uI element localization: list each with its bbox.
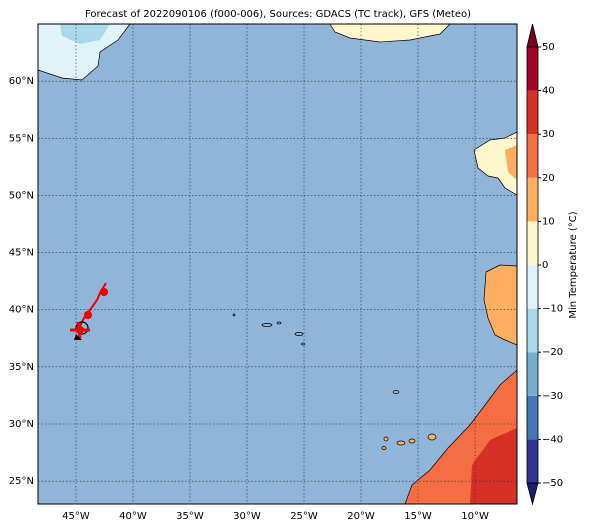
azores: [232, 313, 400, 394]
colorbar-tick-label: 10: [542, 216, 555, 227]
colorbar-band: [527, 177, 538, 222]
colorbar-band: [527, 90, 538, 135]
y-tick-label: 55°N: [9, 133, 34, 144]
greenland-cold: [60, 24, 110, 44]
colorbar-band: [527, 395, 538, 440]
colorbar-tick-label: −20: [542, 347, 563, 358]
y-tick-label: 45°N: [9, 248, 34, 259]
colorbar-band: [527, 134, 538, 178]
ocean: [38, 24, 517, 504]
colorbar-under: [526, 482, 539, 506]
x-tick-label: 40°W: [119, 511, 147, 522]
grid: [38, 24, 517, 504]
x-tick-label: 45°W: [62, 511, 90, 522]
x-tick-label: 20°W: [347, 511, 375, 522]
map-title: Forecast of 2022090106 (f000-006), Sourc…: [85, 9, 471, 20]
y-tick-label: 50°N: [9, 190, 34, 201]
greenland: [37, 23, 131, 81]
colorbar-tick-label: −40: [542, 434, 563, 445]
colorbar-tick-label: 40: [542, 86, 555, 97]
colorbar-band: [527, 439, 538, 483]
colorbar-tick-label: 0: [542, 260, 548, 271]
colorbar-tick-label: 30: [542, 129, 555, 140]
x-tick-label: 30°W: [233, 511, 261, 522]
y-tick-label: 30°N: [9, 419, 34, 430]
x-tick-label: 25°W: [290, 511, 318, 522]
canary-islands: [381, 433, 437, 450]
colorbar-tick-label: −50: [542, 478, 563, 489]
colorbar-band: [527, 47, 538, 91]
iberia: [483, 264, 518, 346]
colorbar-tick-label: −30: [542, 391, 563, 402]
y-tick-label: 60°N: [9, 76, 34, 87]
colorbar-over: [526, 23, 539, 48]
colorbar-tick-label: 20: [542, 173, 555, 184]
y-tick-label: 40°N: [9, 305, 34, 316]
map-frame: [37, 23, 518, 505]
colorbar-band: [527, 265, 538, 309]
colorbar-band: [527, 221, 538, 265]
y-tick-label: 35°N: [9, 362, 34, 373]
ireland-uk: [473, 131, 518, 196]
africa-hot: [470, 428, 517, 504]
iceland: [329, 23, 451, 43]
x-tick-label: 35°W: [176, 511, 204, 522]
uk-warm: [505, 145, 517, 180]
y-tick-label: 25°N: [9, 476, 34, 487]
x-tick-label: 10°W: [461, 511, 489, 522]
colorbar-band: [527, 308, 538, 353]
colorbar-band: [527, 352, 538, 396]
colorbar-tick-label: 50: [542, 42, 555, 53]
map-area: [37, 23, 518, 505]
x-tick-label: 15°W: [404, 511, 432, 522]
colorbar-tick-label: −10: [542, 304, 563, 315]
colorbar-label: Min Temperature (°C): [568, 211, 579, 318]
